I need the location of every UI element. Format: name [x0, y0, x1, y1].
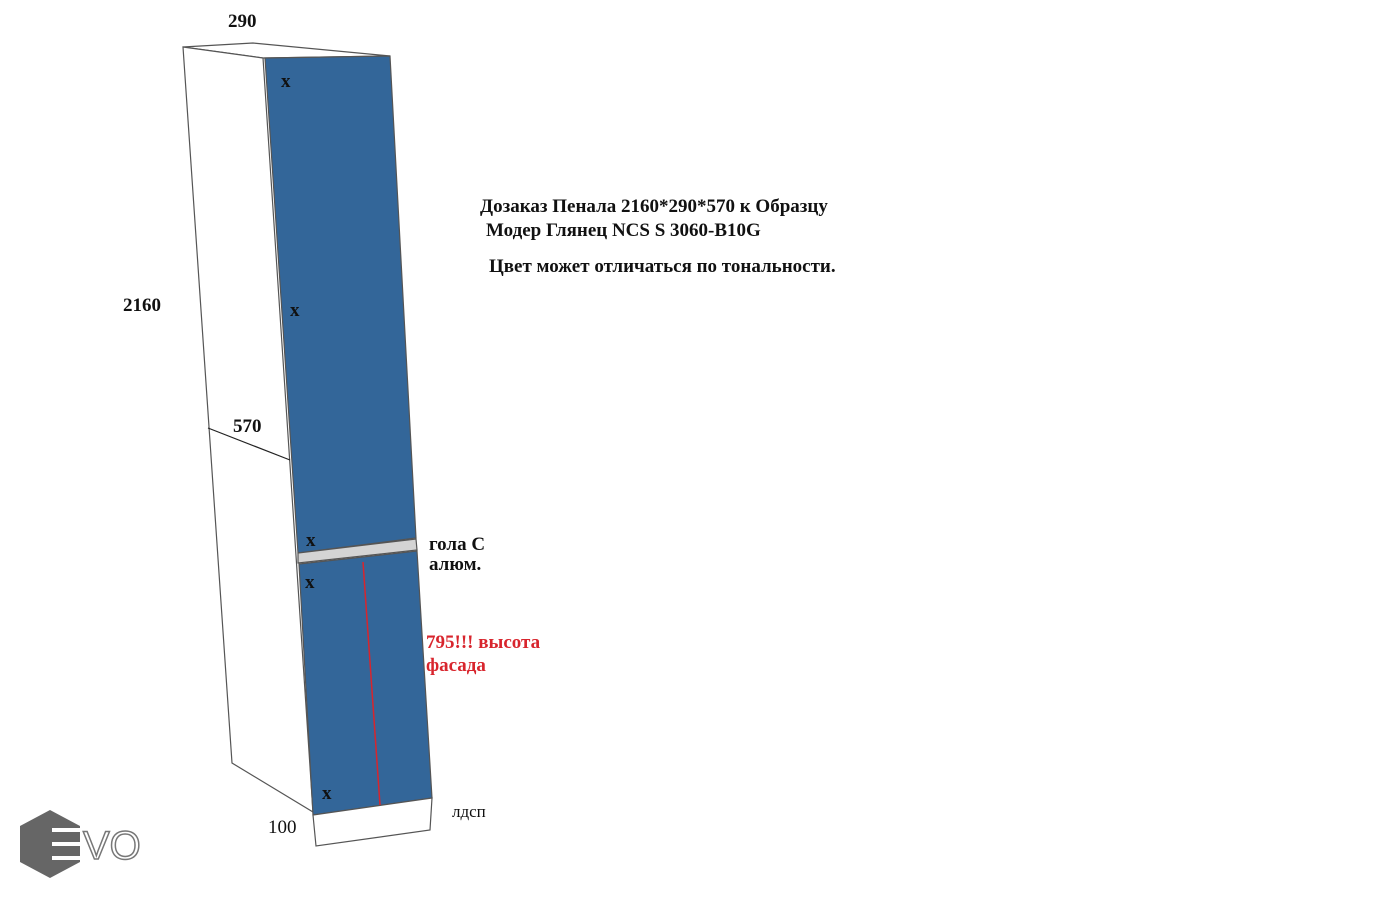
- logo: VO: [20, 810, 142, 878]
- gola-label: гола С: [429, 534, 485, 555]
- depth-label: 570: [233, 416, 262, 437]
- logo-e: [52, 828, 84, 860]
- note: Цвет может отличаться по тональности.: [489, 256, 836, 277]
- marker: x: [322, 783, 332, 804]
- upper-facade: [264, 55, 417, 554]
- width-label: 290: [228, 11, 257, 32]
- marker: x: [305, 572, 315, 593]
- facade-label: 795!!! высота: [426, 632, 541, 653]
- facade-label: фасада: [426, 655, 486, 676]
- facade-height-line: [362, 561, 381, 806]
- cabinet: [182, 42, 433, 847]
- plinth-material: лдсп: [452, 802, 486, 821]
- marker: x: [290, 300, 300, 321]
- title-line: Дозаказ Пенала 2160*290*570 к Образцу: [480, 196, 828, 217]
- marker: x: [306, 530, 316, 551]
- height-label: 2160: [123, 295, 161, 316]
- gola-label: алюм.: [429, 554, 481, 575]
- depth-dimension-line: [207, 427, 291, 461]
- plinth: [312, 797, 433, 847]
- logo-text: VO: [83, 824, 141, 868]
- logo-hexagon: [20, 810, 80, 878]
- gola-profile: [297, 538, 418, 564]
- marker: x: [281, 71, 291, 92]
- title-line: Модер Глянец NCS S 3060-B10G: [486, 220, 761, 241]
- plinth-label: 100: [268, 817, 297, 838]
